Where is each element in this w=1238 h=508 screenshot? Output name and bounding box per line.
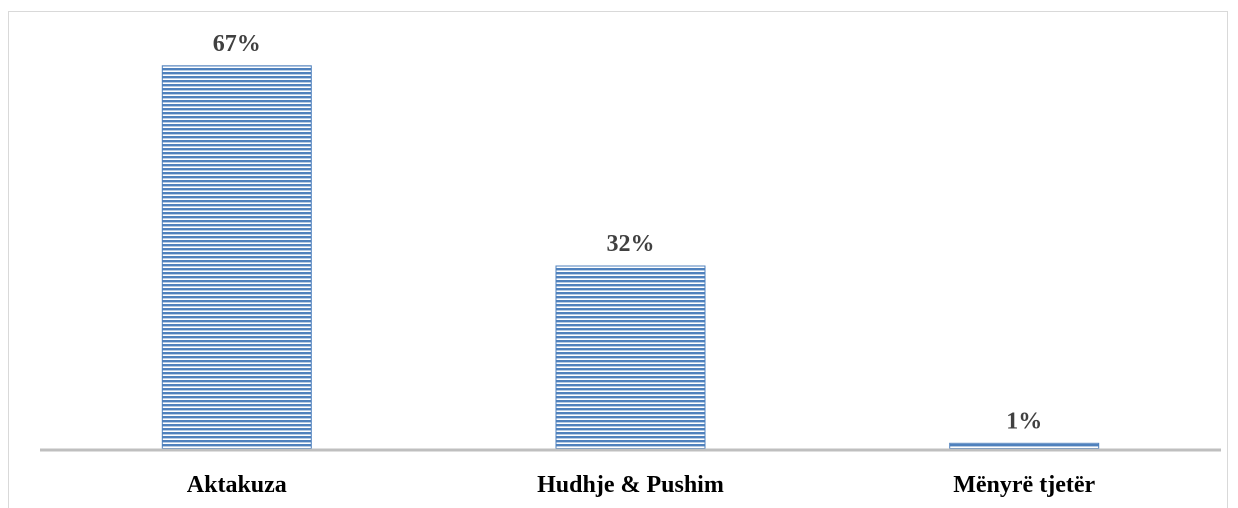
bars-layer	[161, 65, 1100, 450]
category-label-2: Mënyrë tjetër	[953, 472, 1095, 498]
chart-frame	[8, 11, 1228, 508]
category-label-0: Aktakuza	[187, 472, 287, 498]
bar-0	[161, 65, 312, 450]
labels-layer: 67% Aktakuza 32% Hudhje & Pushim 1% Mënyrë tj…	[187, 31, 1096, 498]
data-label-1: 32%	[607, 231, 655, 257]
data-label-2: 1%	[1006, 408, 1042, 434]
category-label-1: Hudhje & Pushim	[537, 472, 724, 498]
data-label-0: 67%	[213, 31, 261, 57]
bar-1	[555, 265, 706, 450]
bar-2	[949, 442, 1100, 450]
